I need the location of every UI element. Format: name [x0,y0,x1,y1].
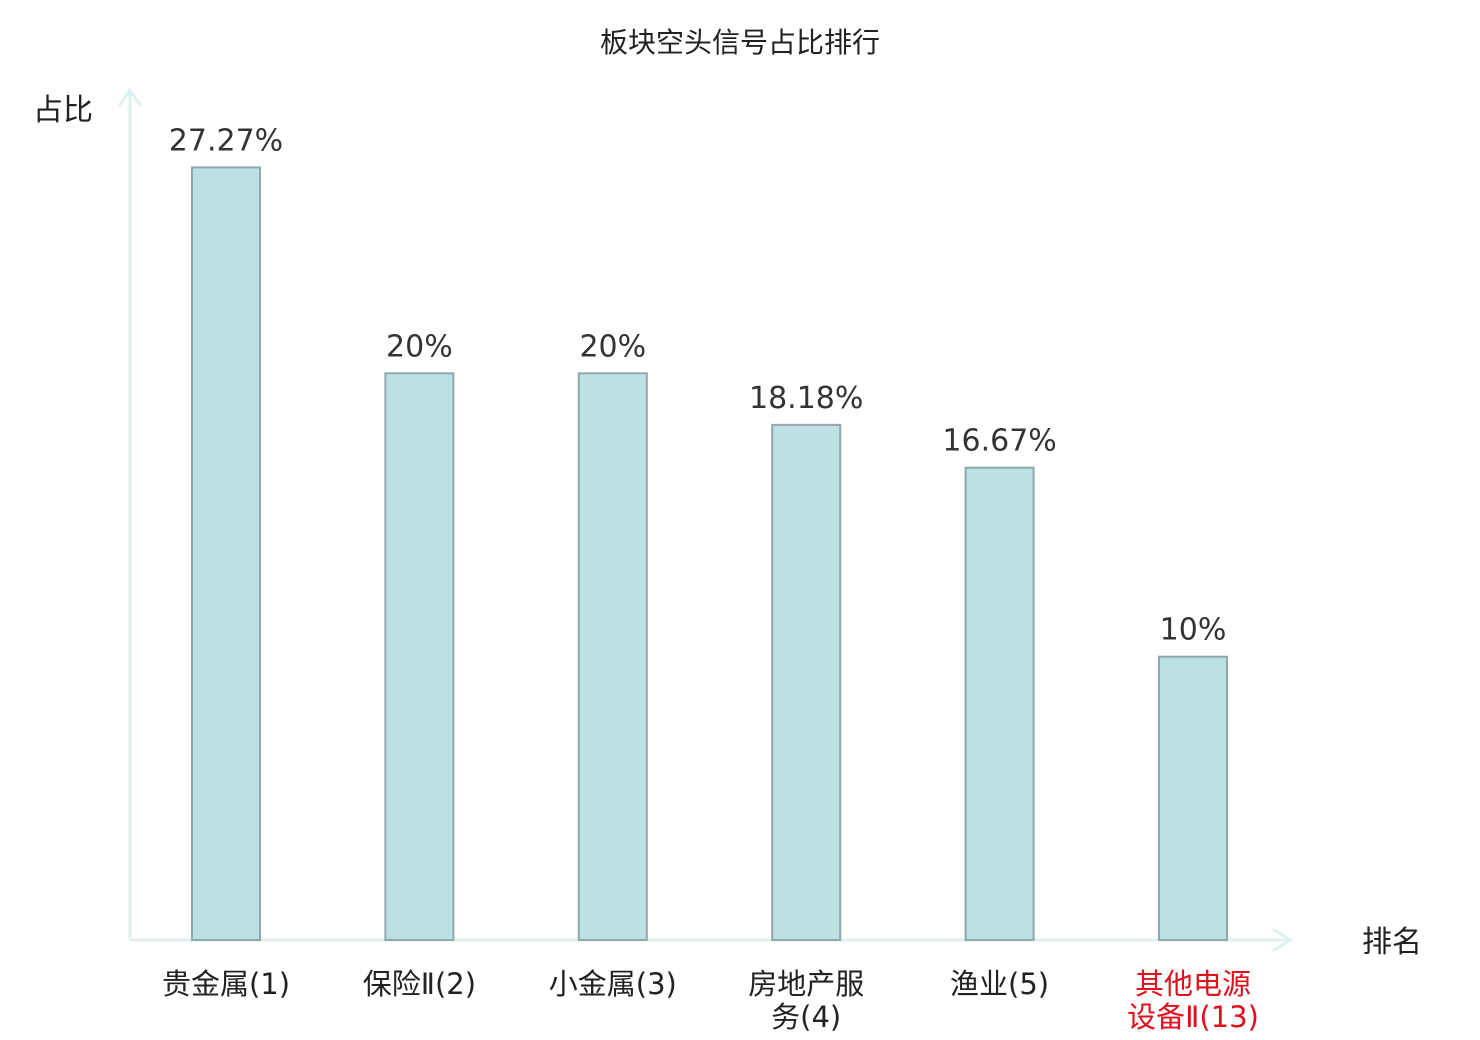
y-axis-arrow [117,87,143,107]
value-label: 18.18% [749,381,863,416]
category-label: 其他电源设备Ⅱ(13) [1127,967,1259,1034]
category-label-line: 设备Ⅱ(13) [1127,1000,1259,1034]
y-axis-label: 占比 [33,93,93,128]
x-axis-arrow [1272,927,1293,953]
bar [191,166,261,941]
category-label-line: 贵金属(1) [162,967,290,1001]
bars [191,166,1228,941]
category-label-line: 务(4) [771,1000,841,1034]
category-label-line: 房地产服 [748,967,864,1001]
category-label-line: 渔业(5) [950,967,1049,1001]
category-label: 房地产服务(4) [748,967,864,1034]
category-label-line: 其他电源 [1135,967,1251,1001]
category-labels: 贵金属(1) 保险Ⅱ(2) 小金属(3) 房地产服务(4) 渔业(5) 其他电源设备Ⅱ(1… [162,967,1259,1034]
bar [771,423,842,941]
value-labels: 27.27% 20% 20% 18.18% 16.67% 10% [169,123,1227,647]
category-label-line: 保险Ⅱ(2) [363,967,476,1001]
category-label-line: 小金属(3) [549,967,677,1001]
bar [384,372,455,941]
value-label: 16.67% [942,424,1056,459]
category-label: 保险Ⅱ(2) [363,967,476,1001]
value-label: 20% [579,329,646,364]
axes [117,87,1293,953]
chart-title: 板块空头信号占比排行 [600,26,880,59]
category-label: 渔业(5) [950,967,1049,1001]
bar [577,372,648,941]
x-axis-label: 排名 [1362,925,1422,960]
value-label: 10% [1160,613,1227,648]
category-label: 小金属(3) [549,967,677,1001]
bar [964,466,1035,941]
bar [1158,655,1228,941]
value-label: 20% [386,329,453,364]
value-label: 27.27% [169,123,283,158]
category-label: 贵金属(1) [162,967,290,1001]
